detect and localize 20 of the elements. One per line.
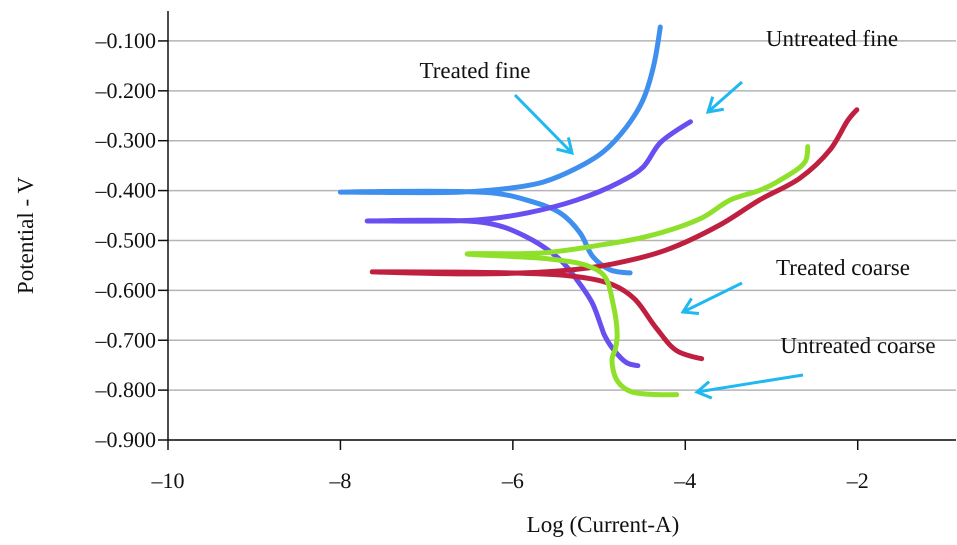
y-tick-label: –0.300 — [94, 128, 156, 153]
y-tick-label: –0.700 — [94, 327, 156, 352]
x-tick-label: –4 — [673, 468, 696, 494]
annotation: Treated coarse — [776, 255, 910, 280]
y-tick-label: –0.100 — [94, 28, 156, 53]
x-tick-label: –8 — [328, 468, 352, 494]
x-tick-label: –2 — [846, 468, 869, 494]
y-tick-label: –0.200 — [94, 78, 156, 103]
y-tick-label: –0.400 — [94, 178, 156, 203]
annotation: Untreated coarse — [780, 333, 936, 358]
x-tick-label: –6 — [500, 468, 524, 494]
y-tick-label: –0.500 — [94, 228, 156, 253]
x-axis-title: Log (Current-A) — [526, 512, 680, 537]
y-tick-label: –0.600 — [94, 277, 156, 302]
y-axis-title: Potential - V — [13, 176, 38, 294]
x-tick-label: –10 — [150, 468, 184, 494]
y-tick-label: –0.800 — [94, 377, 156, 402]
annotation: Untreated fine — [766, 26, 898, 51]
annotation: Treated fine — [420, 58, 530, 83]
y-tick-label: –0.900 — [94, 427, 156, 452]
